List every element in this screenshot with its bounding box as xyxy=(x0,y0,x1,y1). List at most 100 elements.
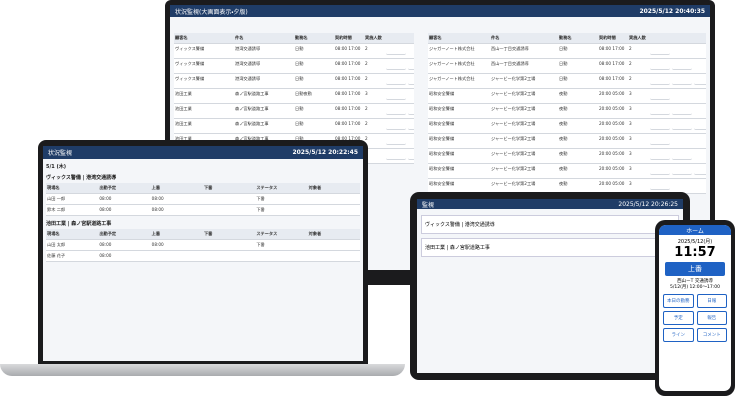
column-header: ステータス xyxy=(255,183,308,194)
menu-button[interactable]: コメント xyxy=(696,328,727,342)
cell: 森ノ宮駅道路工事 xyxy=(234,104,294,119)
cell: 山田 太郎 xyxy=(46,240,99,251)
cell: 08:00 xyxy=(150,205,203,216)
item: ヴィックス警備 | 港湾交通誘導 xyxy=(421,215,679,234)
menu-button[interactable]: 予定 xyxy=(663,311,694,325)
status-pill xyxy=(672,166,692,175)
date: 2025/5/12(月) xyxy=(677,239,713,245)
status-pill xyxy=(408,76,414,85)
cell: 昭和安全警備 xyxy=(428,104,490,119)
status-pill xyxy=(650,121,670,130)
cell xyxy=(307,205,360,216)
status xyxy=(384,119,414,134)
cell xyxy=(202,194,256,205)
menu-button[interactable]: 日報 xyxy=(696,294,727,308)
cell: 夜勤 xyxy=(558,104,598,119)
site: 西山ーT 交通誘導 xyxy=(677,279,713,284)
cell: 昭和安全警備 xyxy=(428,164,490,179)
cell: 港湾交通誘導 xyxy=(234,59,294,74)
column-header: 下番 xyxy=(202,183,256,194)
status xyxy=(648,44,706,59)
cell: 2 xyxy=(628,59,648,74)
status-pill xyxy=(386,91,406,100)
cell: 08:00 17:00 xyxy=(334,119,364,134)
cell: 佐藤 花子 xyxy=(46,251,99,262)
status xyxy=(384,89,414,104)
cell: 08:00 xyxy=(98,240,151,251)
cell: ジャガーノート株式会社 xyxy=(428,44,490,59)
cell: 08:00 17:00 xyxy=(334,59,364,74)
status-pill xyxy=(672,151,692,160)
cell: 08:00 17:00 xyxy=(334,89,364,104)
status xyxy=(648,59,706,74)
cell: 森ノ宮駅道路工事 xyxy=(234,89,294,104)
column-header: 勤務名 xyxy=(294,33,334,44)
cell: ヴィックス警備 xyxy=(174,44,234,59)
status xyxy=(648,134,706,149)
column-header: 下番 xyxy=(202,229,256,240)
cell xyxy=(307,251,360,262)
status xyxy=(384,104,414,119)
status-pill xyxy=(650,61,670,70)
menu-button[interactable]: 本日の勤務 xyxy=(663,294,694,308)
status-pill xyxy=(386,76,406,85)
cell: 西山一丁目交通誘導 xyxy=(490,44,558,59)
status-pill xyxy=(694,166,706,175)
phone-screen: ホーム 2025/5/12(月) 11:57 上番 西山ーT 交通誘導 5/12… xyxy=(659,225,731,391)
cell: 池田工業 xyxy=(174,119,234,134)
cell: 昭和安全警備 xyxy=(428,134,490,149)
cell: 日勤 xyxy=(294,44,334,59)
status-pill xyxy=(650,136,670,145)
cell: 08:00 17:00 xyxy=(334,74,364,89)
cell: 山田 一郎 xyxy=(46,194,99,205)
column-header: 上番 xyxy=(150,183,203,194)
laptop-header: 状況監視 2025/5/12 20:22:45 xyxy=(43,146,363,159)
section-heading: 池田工業 | 森ノ宮駅道路工事 xyxy=(46,221,112,227)
status-pill xyxy=(408,106,414,115)
cell: ヴィックス警備 xyxy=(174,59,234,74)
status xyxy=(384,74,414,89)
cell: 3 xyxy=(628,164,648,179)
cell: 2 xyxy=(364,134,384,149)
cell: ジャービー化学第2工場 xyxy=(490,89,558,104)
datetime: 2025/5/12 20:22:45 xyxy=(292,149,358,156)
cell xyxy=(307,194,360,205)
cell: ジャービー化学第2工場 xyxy=(490,164,558,179)
menu-button[interactable]: ライン xyxy=(663,328,694,342)
cell: 昭和安全警備 xyxy=(428,149,490,164)
cell xyxy=(255,251,308,262)
menu-button[interactable]: 報告 xyxy=(696,311,727,325)
cell: 08:00 xyxy=(98,194,151,205)
column-header: 対象者 xyxy=(307,229,360,240)
status xyxy=(648,104,706,119)
items: ヴィックス警備 | 港湾交通誘導 池田工業 | 森ノ宮駅道路工事 xyxy=(417,209,683,267)
cell: 池田工業 xyxy=(174,104,234,119)
cell: 日勤 xyxy=(558,74,598,89)
cell: 20:00 05:00 xyxy=(598,164,628,179)
status-pill xyxy=(650,151,670,160)
cell: 鈴木 二郎 xyxy=(46,205,99,216)
cell: 20:00 05:00 xyxy=(598,149,628,164)
cell: 港湾交通誘導 xyxy=(234,44,294,59)
cell: 日勤 xyxy=(558,44,598,59)
tablet-screen: 監視 2025/5/12 20:26:25 ヴィックス警備 | 港湾交通誘導 池田… xyxy=(417,199,683,373)
cell: 池田工業 xyxy=(174,89,234,104)
clock-in-button[interactable]: 上番 xyxy=(665,262,725,276)
shift: 5/12(月) 12:00〜17:00 xyxy=(670,285,720,290)
status-pill xyxy=(650,181,670,190)
laptop: 状況監視 2025/5/12 20:22:45 5/1 (木) ヴィックス警備 … xyxy=(38,140,368,365)
status-pill xyxy=(650,91,670,100)
date: 5/1 (木) xyxy=(46,164,67,170)
cell: 西山一丁目交通誘導 xyxy=(490,59,558,74)
status-pill xyxy=(386,121,406,130)
title: ホーム xyxy=(659,225,731,235)
table-right: 顧客名 件名 勤務名 契約時間 実施人数 ジャガーノート株式会社 西山一丁目交通誘導 日勤 08… xyxy=(428,33,706,194)
status xyxy=(384,134,414,149)
cell: 08:00 17:00 xyxy=(334,104,364,119)
cell: 20:00 05:00 xyxy=(598,89,628,104)
column-header: 勤務名 xyxy=(558,33,598,44)
cell: 夜勤 xyxy=(558,134,598,149)
title: 状況監視 xyxy=(48,150,73,157)
cell: 2 xyxy=(364,44,384,59)
status xyxy=(648,164,706,179)
